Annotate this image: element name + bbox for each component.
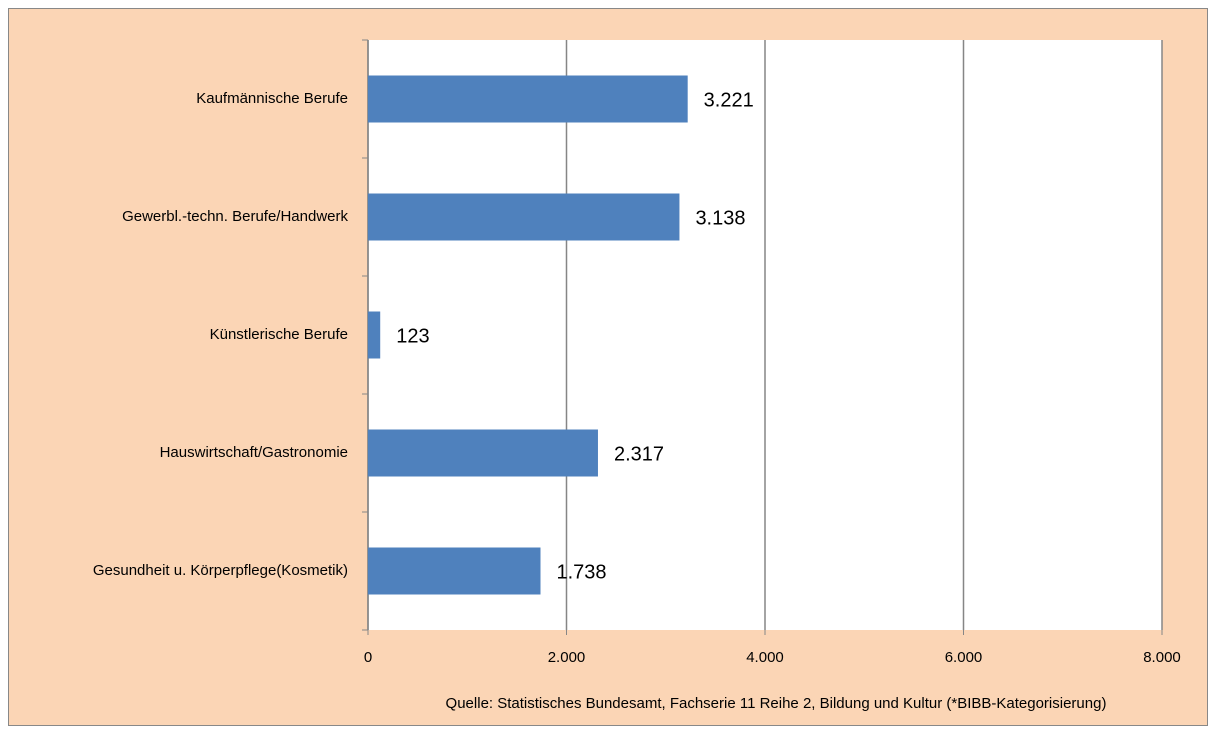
x-tick-label: 4.000 xyxy=(746,649,784,666)
x-tick-label: 2.000 xyxy=(548,649,586,666)
value-label: 3.138 xyxy=(695,207,745,229)
value-label: 3.221 xyxy=(704,89,754,111)
value-label: 2.317 xyxy=(614,443,664,465)
value-label: 123 xyxy=(396,325,429,347)
bar xyxy=(368,429,598,477)
x-tick-label: 6.000 xyxy=(945,649,983,666)
x-tick-label: 8.000 xyxy=(1143,649,1181,666)
bar xyxy=(368,75,688,123)
x-tick-label: 0 xyxy=(364,649,372,666)
y-tick-label: Kaufmännische Berufe xyxy=(196,90,348,107)
y-tick-label: Künstlerische Berufe xyxy=(210,326,348,343)
y-tick-label: Gewerbl.-techn. Berufe/Handwerk xyxy=(122,208,348,225)
value-label: 1.738 xyxy=(556,561,606,583)
bar xyxy=(368,193,680,241)
bar xyxy=(368,547,541,595)
y-tick-label: Hauswirtschaft/Gastronomie xyxy=(160,444,348,461)
source-note: Quelle: Statistisches Bundesamt, Fachser… xyxy=(446,695,1107,712)
bar xyxy=(368,311,381,359)
y-tick-label: Gesundheit u. Körperpflege(Kosmetik) xyxy=(93,562,348,579)
